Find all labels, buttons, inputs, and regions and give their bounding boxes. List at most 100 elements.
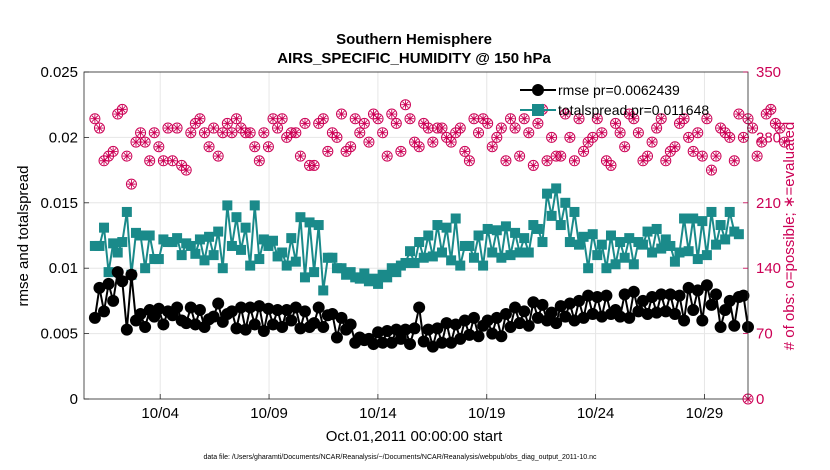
totalspread-point <box>692 254 703 265</box>
totalspread-point <box>637 239 648 250</box>
obs-possible-marker <box>705 164 717 176</box>
obs-evaluated-marker <box>113 109 122 119</box>
totalspread-point <box>226 240 237 251</box>
totalspread-point <box>674 247 685 258</box>
rmse-point <box>687 304 700 317</box>
rmse-point <box>408 322 421 335</box>
obs-possible-marker <box>299 117 311 129</box>
rmse-point <box>413 301 426 314</box>
obs-evaluated-marker <box>186 128 195 137</box>
totalspread-point <box>656 243 667 254</box>
totalspread-point <box>569 206 580 217</box>
obs-possible-marker <box>381 150 393 162</box>
totalspread-point <box>345 267 356 278</box>
obs-evaluated-marker <box>341 147 351 156</box>
totalspread-point <box>701 250 712 261</box>
obs-evaluated-marker <box>319 114 328 123</box>
totalspread-point <box>318 285 329 296</box>
obs-evaluated-marker <box>145 156 154 165</box>
obs-possible-marker <box>221 117 233 129</box>
obs-possible-marker <box>153 141 165 153</box>
obs-evaluated-marker <box>657 114 666 123</box>
rmse-point <box>431 322 444 335</box>
rmse-point <box>705 298 718 311</box>
totalspread-point <box>660 234 671 245</box>
rmse-point <box>554 300 567 313</box>
rmse-point <box>582 289 595 302</box>
obs-evaluated-marker <box>561 109 570 119</box>
obs-evaluated-marker <box>309 161 319 170</box>
rmse-point <box>527 296 540 309</box>
rmse-point <box>435 336 448 349</box>
rmse-point <box>573 294 586 307</box>
totalspread-point <box>286 233 297 244</box>
obs-evaluated-marker <box>182 165 191 175</box>
obs-possible-marker <box>308 159 320 171</box>
obs-possible-marker <box>294 150 306 162</box>
totalspread-point <box>551 183 562 194</box>
rmse-point <box>490 311 503 324</box>
obs-evaluated-marker <box>638 156 648 165</box>
obs-possible-marker <box>198 127 210 139</box>
rmse-point <box>294 322 307 335</box>
totalspread-point <box>482 223 493 234</box>
x-tick-label: 10/04 <box>141 405 179 422</box>
rmse-point <box>623 311 636 324</box>
obs-evaluated-marker <box>597 128 607 137</box>
obs-possible-marker <box>696 150 708 162</box>
obs-evaluated-marker <box>382 151 392 161</box>
rmse-point <box>98 305 111 318</box>
obs-evaluated-marker <box>725 133 734 142</box>
rmse-point <box>673 289 686 302</box>
totalspread-point <box>313 220 324 231</box>
obs-evaluated-marker <box>346 142 355 151</box>
totalspread-point <box>523 247 534 258</box>
totalspread-point <box>231 212 242 223</box>
obs-possible-marker <box>358 117 370 129</box>
totalspread-point <box>574 239 585 250</box>
obs-possible-marker <box>505 113 517 125</box>
obs-evaluated-marker <box>227 128 237 137</box>
totalspread-point <box>619 252 630 263</box>
rmse-point <box>678 314 691 327</box>
obs-possible-marker <box>733 108 745 120</box>
obs-evaluated-marker <box>223 119 232 128</box>
obs-possible-marker <box>687 145 699 157</box>
totalspread-point <box>583 263 594 274</box>
obs-possible-marker <box>678 113 690 125</box>
obs-possible-marker <box>541 155 553 167</box>
obs-evaluated-marker <box>200 128 209 137</box>
totalspread-point <box>733 229 744 240</box>
obs-possible-marker <box>692 127 704 139</box>
obs-evaluated-marker <box>168 156 177 165</box>
obs-evaluated-marker <box>332 133 342 142</box>
totalspread-point <box>299 272 310 283</box>
totalspread-point <box>414 237 425 248</box>
totalspread-point <box>199 255 210 266</box>
obs-possible-marker <box>473 127 485 139</box>
obs-evaluated-marker <box>127 179 136 189</box>
obs-evaluated-marker <box>150 128 159 137</box>
obs-evaluated-marker <box>593 114 602 123</box>
legend-rmse-marker <box>532 84 544 96</box>
obs-evaluated-marker <box>387 109 396 119</box>
totalspread-point <box>217 263 228 274</box>
obs-evaluated-marker <box>520 114 529 123</box>
totalspread-point <box>615 237 626 248</box>
obs-possible-marker <box>642 150 654 162</box>
obs-evaluated-marker <box>465 156 474 165</box>
totalspread-point <box>112 247 123 258</box>
obs-evaluated-marker <box>214 151 223 161</box>
obs-possible-marker <box>93 122 105 134</box>
rmse-point <box>449 318 462 331</box>
rmse-point <box>262 302 275 315</box>
obs-evaluated-marker <box>643 151 652 161</box>
obs-evaluated-marker <box>693 128 702 137</box>
obs-possible-marker <box>578 145 590 157</box>
y-right-tick-label: 210 <box>756 195 781 212</box>
totalspread-point <box>245 260 256 271</box>
totalspread-point <box>596 239 607 250</box>
obs-possible-marker <box>610 117 622 129</box>
obs-possible-marker <box>486 141 498 153</box>
obs-possible-marker <box>226 127 238 139</box>
